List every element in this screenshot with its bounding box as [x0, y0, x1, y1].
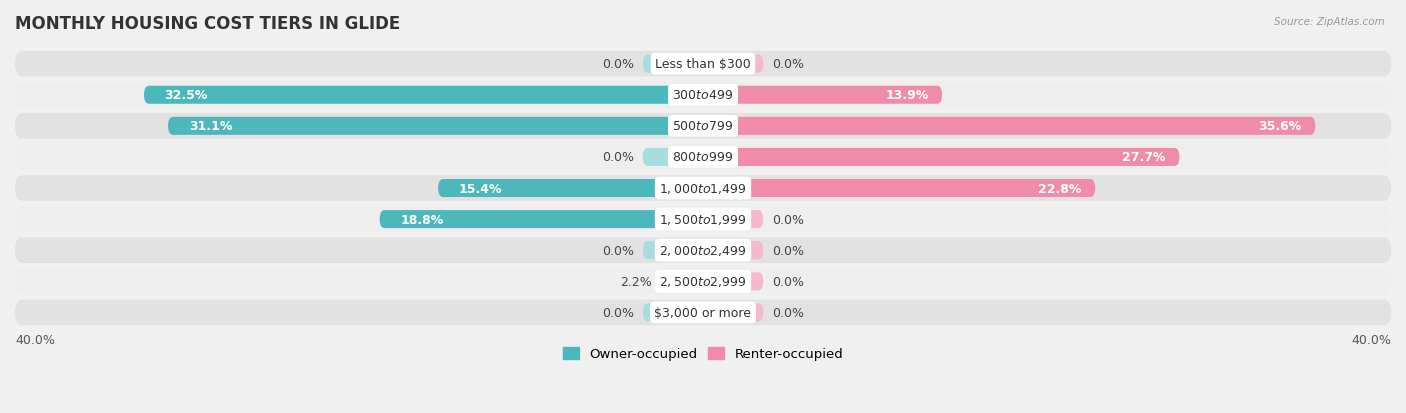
FancyBboxPatch shape — [643, 304, 703, 322]
Text: 13.9%: 13.9% — [884, 89, 928, 102]
FancyBboxPatch shape — [703, 149, 1180, 166]
Text: 0.0%: 0.0% — [772, 275, 804, 288]
Text: 0.0%: 0.0% — [772, 213, 804, 226]
FancyBboxPatch shape — [380, 211, 703, 228]
FancyBboxPatch shape — [15, 207, 1391, 233]
Text: $1,000 to $1,499: $1,000 to $1,499 — [659, 182, 747, 196]
Text: 32.5%: 32.5% — [165, 89, 208, 102]
FancyBboxPatch shape — [703, 180, 1095, 197]
FancyBboxPatch shape — [665, 273, 703, 291]
Text: 0.0%: 0.0% — [772, 306, 804, 319]
Text: 15.4%: 15.4% — [458, 182, 502, 195]
FancyBboxPatch shape — [15, 145, 1391, 170]
Text: 0.0%: 0.0% — [772, 244, 804, 257]
FancyBboxPatch shape — [15, 114, 1391, 139]
Text: 40.0%: 40.0% — [15, 333, 55, 346]
FancyBboxPatch shape — [15, 269, 1391, 294]
Text: 31.1%: 31.1% — [188, 120, 232, 133]
FancyBboxPatch shape — [703, 304, 763, 322]
FancyBboxPatch shape — [15, 83, 1391, 108]
FancyBboxPatch shape — [703, 55, 763, 74]
Text: $2,500 to $2,999: $2,500 to $2,999 — [659, 275, 747, 289]
Text: 40.0%: 40.0% — [1351, 333, 1391, 346]
Text: MONTHLY HOUSING COST TIERS IN GLIDE: MONTHLY HOUSING COST TIERS IN GLIDE — [15, 15, 401, 33]
Text: 0.0%: 0.0% — [772, 58, 804, 71]
FancyBboxPatch shape — [143, 86, 703, 104]
FancyBboxPatch shape — [439, 180, 703, 197]
Text: 2.2%: 2.2% — [620, 275, 651, 288]
FancyBboxPatch shape — [703, 242, 763, 260]
Text: 18.8%: 18.8% — [401, 213, 443, 226]
Legend: Owner-occupied, Renter-occupied: Owner-occupied, Renter-occupied — [558, 342, 848, 366]
Text: 35.6%: 35.6% — [1258, 120, 1302, 133]
Text: 0.0%: 0.0% — [602, 244, 634, 257]
Text: 0.0%: 0.0% — [602, 58, 634, 71]
FancyBboxPatch shape — [169, 118, 703, 135]
FancyBboxPatch shape — [15, 238, 1391, 263]
FancyBboxPatch shape — [15, 176, 1391, 201]
FancyBboxPatch shape — [15, 52, 1391, 77]
FancyBboxPatch shape — [703, 211, 763, 228]
Text: 0.0%: 0.0% — [602, 306, 634, 319]
Text: $500 to $799: $500 to $799 — [672, 120, 734, 133]
Text: $1,500 to $1,999: $1,500 to $1,999 — [659, 213, 747, 227]
Text: $3,000 or more: $3,000 or more — [655, 306, 751, 319]
Text: $2,000 to $2,499: $2,000 to $2,499 — [659, 244, 747, 258]
Text: 22.8%: 22.8% — [1038, 182, 1081, 195]
FancyBboxPatch shape — [15, 300, 1391, 325]
FancyBboxPatch shape — [703, 273, 763, 291]
FancyBboxPatch shape — [703, 118, 1316, 135]
Text: Less than $300: Less than $300 — [655, 58, 751, 71]
Text: $800 to $999: $800 to $999 — [672, 151, 734, 164]
Text: 27.7%: 27.7% — [1122, 151, 1166, 164]
Text: $300 to $499: $300 to $499 — [672, 89, 734, 102]
Text: 0.0%: 0.0% — [602, 151, 634, 164]
FancyBboxPatch shape — [643, 242, 703, 260]
FancyBboxPatch shape — [643, 149, 703, 166]
Text: Source: ZipAtlas.com: Source: ZipAtlas.com — [1274, 17, 1385, 26]
FancyBboxPatch shape — [643, 55, 703, 74]
FancyBboxPatch shape — [703, 86, 942, 104]
